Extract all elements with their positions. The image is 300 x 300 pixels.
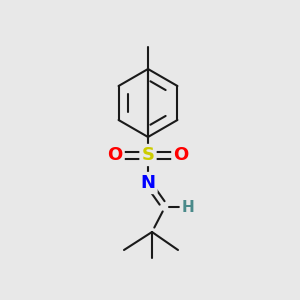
Text: H: H <box>182 200 194 214</box>
Text: O: O <box>173 146 189 164</box>
Text: N: N <box>140 174 155 192</box>
Text: S: S <box>142 146 154 164</box>
Text: O: O <box>107 146 123 164</box>
